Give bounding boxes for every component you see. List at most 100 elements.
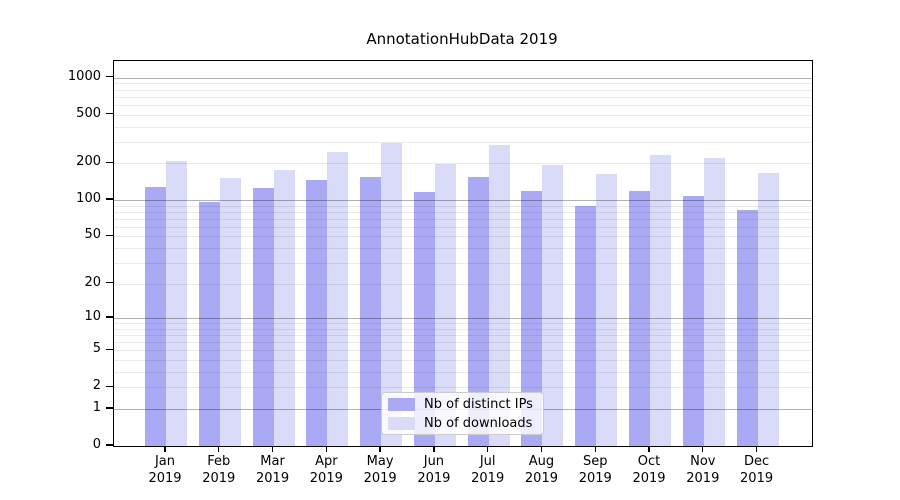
x-tick-mark (594, 446, 596, 453)
x-tick-mark (164, 446, 166, 453)
bar-downloads-oct (650, 154, 672, 446)
bars-layer (114, 61, 812, 446)
y-tick-label: 500 (76, 105, 101, 121)
legend-label-downloads: Nb of downloads (424, 415, 533, 431)
x-tick-label-may: May 2019 (348, 454, 412, 487)
bar-downloads-sep (596, 174, 618, 446)
minor-gridline (114, 236, 812, 238)
bar-distinct-ips-jan (145, 187, 166, 446)
x-tick-year: 2019 (256, 470, 290, 486)
x-tick-mark (486, 446, 489, 453)
bar-downloads-jun (434, 163, 456, 446)
x-tick-month: Apr (315, 454, 338, 469)
bar-distinct-ips-jul (467, 177, 489, 446)
bar-downloads-aug (542, 165, 564, 446)
x-tick-month: Mar (260, 454, 285, 469)
x-tick-year: 2019 (363, 470, 397, 486)
y-tick-mark (106, 444, 113, 446)
minor-gridline (114, 89, 812, 91)
bar-downloads-apr (327, 151, 349, 446)
bar-downloads-may (381, 142, 403, 446)
x-tick-year: 2019 (309, 470, 343, 486)
legend-swatch-distinct-ips (388, 397, 415, 411)
x-tick-year: 2019 (578, 470, 612, 486)
bar-distinct-ips-may (360, 176, 382, 446)
bar-distinct-ips-apr (306, 180, 328, 446)
x-tick-label-nov: Nov 2019 (671, 454, 735, 487)
minor-gridline (114, 104, 812, 106)
y-tick-mark (106, 316, 113, 318)
x-tick-label-jul: Jul 2019 (456, 454, 520, 487)
y-tick-label: 200 (76, 154, 101, 170)
bar-distinct-ips-sep (575, 205, 597, 446)
x-tick-month: Jan (154, 454, 176, 469)
x-tick-mark (755, 446, 758, 453)
minor-gridline (114, 226, 812, 228)
minor-gridline (114, 205, 812, 207)
x-tick-mark (379, 446, 381, 453)
bar-distinct-ips-mar (252, 187, 274, 446)
y-tick-mark (106, 282, 113, 284)
x-tick-year: 2019 (202, 470, 236, 486)
legend-swatch-downloads (388, 416, 415, 430)
grid-layer (114, 61, 812, 446)
major-gridline (114, 318, 812, 320)
x-tick-label-oct: Oct 2019 (617, 454, 681, 487)
bar-downloads-nov (703, 158, 725, 446)
x-tick-month: Oct (637, 454, 661, 469)
x-tick-label-jan: Jan 2019 (133, 454, 197, 487)
minor-gridline (114, 350, 812, 352)
minor-gridline (114, 372, 812, 374)
minor-gridline (114, 163, 812, 165)
minor-gridline (114, 218, 812, 220)
x-tick-label-dec: Dec 2019 (725, 454, 789, 487)
y-tick-label: 5 (92, 341, 101, 357)
x-tick-month: Dec (744, 454, 770, 469)
bar-distinct-ips-feb (198, 201, 220, 446)
y-tick-mark (106, 385, 113, 388)
legend: Nb of distinct IPs Nb of downloads (381, 392, 544, 435)
minor-gridline (114, 283, 812, 285)
bar-downloads-jul (488, 145, 510, 446)
x-tick-mark (325, 446, 328, 453)
minor-gridline (114, 262, 812, 264)
y-tick-label: 50 (84, 227, 101, 243)
legend-item-distinct-ips: Nb of distinct IPs (388, 397, 537, 412)
x-tick-label-apr: Apr 2019 (294, 454, 358, 487)
x-tick-year: 2019 (471, 470, 505, 486)
chart-title: AnnotationHubData 2019 (366, 30, 558, 48)
x-tick-year: 2019 (740, 470, 774, 486)
bar-downloads-feb (219, 177, 241, 446)
y-tick-label: 1000 (67, 68, 101, 84)
x-tick-month: Feb (207, 454, 231, 469)
y-tick-label: 2 (92, 378, 101, 394)
x-tick-year: 2019 (524, 470, 558, 486)
y-tick-mark (106, 198, 113, 200)
y-tick-label: 100 (76, 191, 101, 206)
y-tick-mark (106, 161, 113, 164)
x-tick-year: 2019 (632, 470, 666, 486)
x-tick-mark (648, 446, 650, 453)
x-tick-month: Aug (528, 454, 555, 469)
x-tick-label-mar: Mar 2019 (241, 454, 305, 487)
x-tick-label-jun: Jun 2019 (402, 454, 466, 487)
bar-distinct-ips-aug (521, 191, 543, 446)
x-tick-month: May (366, 454, 394, 469)
x-tick-mark (433, 446, 435, 453)
bar-distinct-ips-nov (682, 196, 704, 446)
x-tick-year: 2019 (148, 470, 182, 486)
x-tick-mark (702, 446, 704, 453)
plot-area: Nb of distinct IPs Nb of downloads (113, 60, 813, 447)
x-tick-year: 2019 (417, 470, 451, 486)
minor-gridline (114, 323, 812, 325)
legend-label-distinct-ips: Nb of distinct IPs (424, 396, 533, 412)
y-tick-mark (106, 348, 113, 351)
x-tick-month: Sep (582, 454, 608, 469)
bar-downloads-jan (166, 160, 187, 446)
minor-gridline (114, 83, 812, 85)
x-tick-month: Nov (690, 454, 716, 469)
major-gridline (114, 77, 812, 79)
y-tick-label: 10 (84, 309, 101, 325)
y-tick-mark (106, 234, 113, 237)
minor-gridline (114, 360, 812, 362)
